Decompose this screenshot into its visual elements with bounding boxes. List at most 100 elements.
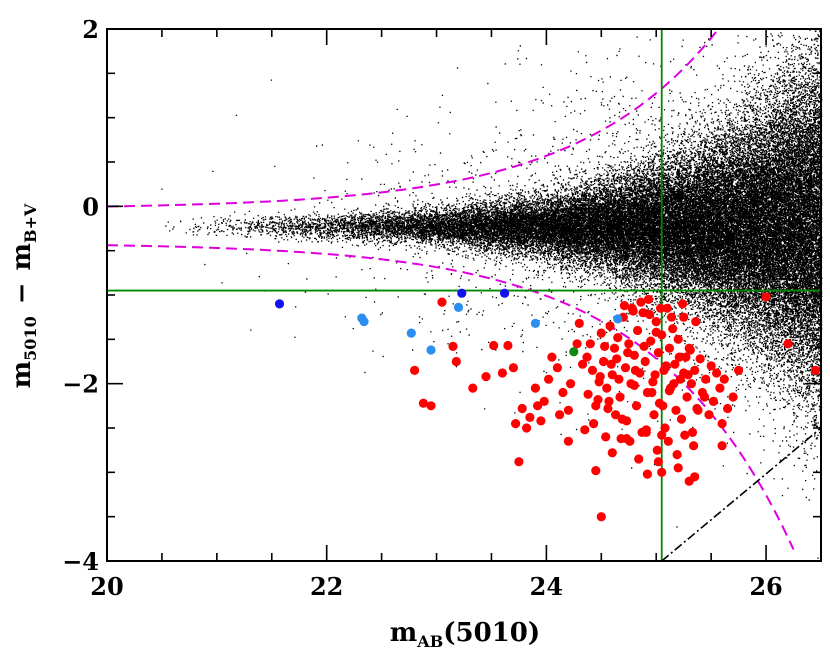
red-marker (613, 333, 623, 343)
red-marker (605, 321, 615, 331)
red-marker (642, 469, 653, 479)
red-marker (525, 412, 535, 422)
field-points (161, 29, 823, 559)
red-marker (607, 448, 617, 458)
red-marker (606, 359, 616, 369)
red-marker (633, 325, 643, 336)
red-marker (667, 312, 677, 322)
red-marker (517, 403, 527, 414)
red-marker (533, 401, 543, 411)
red-marker (657, 430, 667, 440)
red-marker (604, 396, 614, 406)
red-marker (622, 434, 632, 444)
detection-limit-line (661, 427, 822, 562)
x-axis-title-main: m (390, 618, 418, 648)
red-marker (708, 396, 719, 406)
red-marker (686, 379, 697, 389)
red-marker (783, 339, 793, 349)
red-marker (591, 466, 601, 476)
red-marker (555, 410, 565, 420)
red-marker (574, 318, 584, 328)
red-marker (639, 341, 649, 351)
x-tick-label: 24 (530, 572, 563, 601)
lightblue-marker (426, 345, 436, 355)
red-marker (629, 380, 639, 390)
red-marker (651, 317, 661, 327)
red-marker (715, 383, 725, 393)
red-marker (596, 512, 606, 522)
green-marker (569, 347, 579, 357)
red-marker (585, 339, 595, 349)
x-axis-title: mAB(5010) (390, 618, 540, 651)
red-marker (717, 441, 727, 451)
red-marker (668, 324, 678, 334)
red-marker (510, 419, 521, 429)
red-marker (536, 416, 546, 426)
red-marker (723, 403, 733, 414)
red-marker (810, 365, 821, 375)
y-axis-title-a: m (7, 361, 37, 389)
red-marker (728, 392, 738, 402)
red-marker (661, 361, 671, 371)
red-marker (650, 370, 660, 380)
red-marker (658, 401, 668, 411)
x-axis-title-tail: (5010) (443, 618, 540, 648)
red-marker (530, 383, 541, 393)
red-marker (497, 368, 507, 378)
red-marker (719, 374, 729, 384)
red-marker (582, 352, 592, 362)
red-marker (692, 403, 702, 414)
red-marker (717, 419, 727, 429)
red-marker (583, 389, 593, 399)
red-marker (617, 414, 627, 424)
red-marker (682, 392, 692, 402)
red-marker (687, 427, 698, 437)
red-marker (663, 436, 673, 446)
red-marker (645, 309, 655, 320)
y-tick-label: −4 (62, 547, 99, 576)
background-field-points (161, 29, 823, 559)
red-marker (620, 363, 631, 373)
x-axis-title-subscript: AB (416, 632, 443, 651)
red-marker (712, 368, 722, 378)
red-marker (547, 352, 557, 362)
lightblue-marker (613, 314, 623, 324)
x-tick-label: 22 (310, 572, 343, 601)
red-marker (522, 423, 532, 433)
x-tick-label: 20 (90, 572, 123, 601)
red-marker (514, 457, 524, 467)
red-marker (673, 463, 683, 473)
red-marker (598, 356, 609, 367)
red-marker (628, 306, 638, 316)
red-marker (630, 365, 641, 375)
red-marker (679, 368, 689, 378)
red-marker (670, 359, 680, 369)
red-marker (648, 377, 658, 387)
red-marker (704, 410, 714, 420)
y-axis-title-b: m (7, 243, 37, 271)
red-marker (685, 345, 695, 355)
red-marker (684, 476, 694, 486)
blue-marker (274, 299, 285, 309)
red-marker (558, 387, 568, 398)
red-marker (614, 374, 624, 384)
y-tick-label: 2 (82, 15, 99, 44)
red-marker (643, 294, 654, 304)
red-marker (691, 317, 701, 327)
red-marker (623, 348, 633, 358)
red-marker (634, 454, 644, 464)
y-tick-label: 0 (82, 192, 99, 221)
red-marker (578, 359, 588, 369)
red-marker (689, 441, 699, 451)
red-marker (552, 363, 563, 373)
red-marker (636, 297, 646, 307)
red-marker (607, 370, 617, 380)
lightblue-marker (453, 302, 464, 312)
red-marker (437, 297, 447, 307)
red-marker (410, 365, 420, 375)
y-axis-title: m5010−mB+V (7, 203, 40, 388)
red-marker (672, 450, 682, 460)
red-marker (603, 403, 613, 414)
red-marker (426, 401, 436, 411)
